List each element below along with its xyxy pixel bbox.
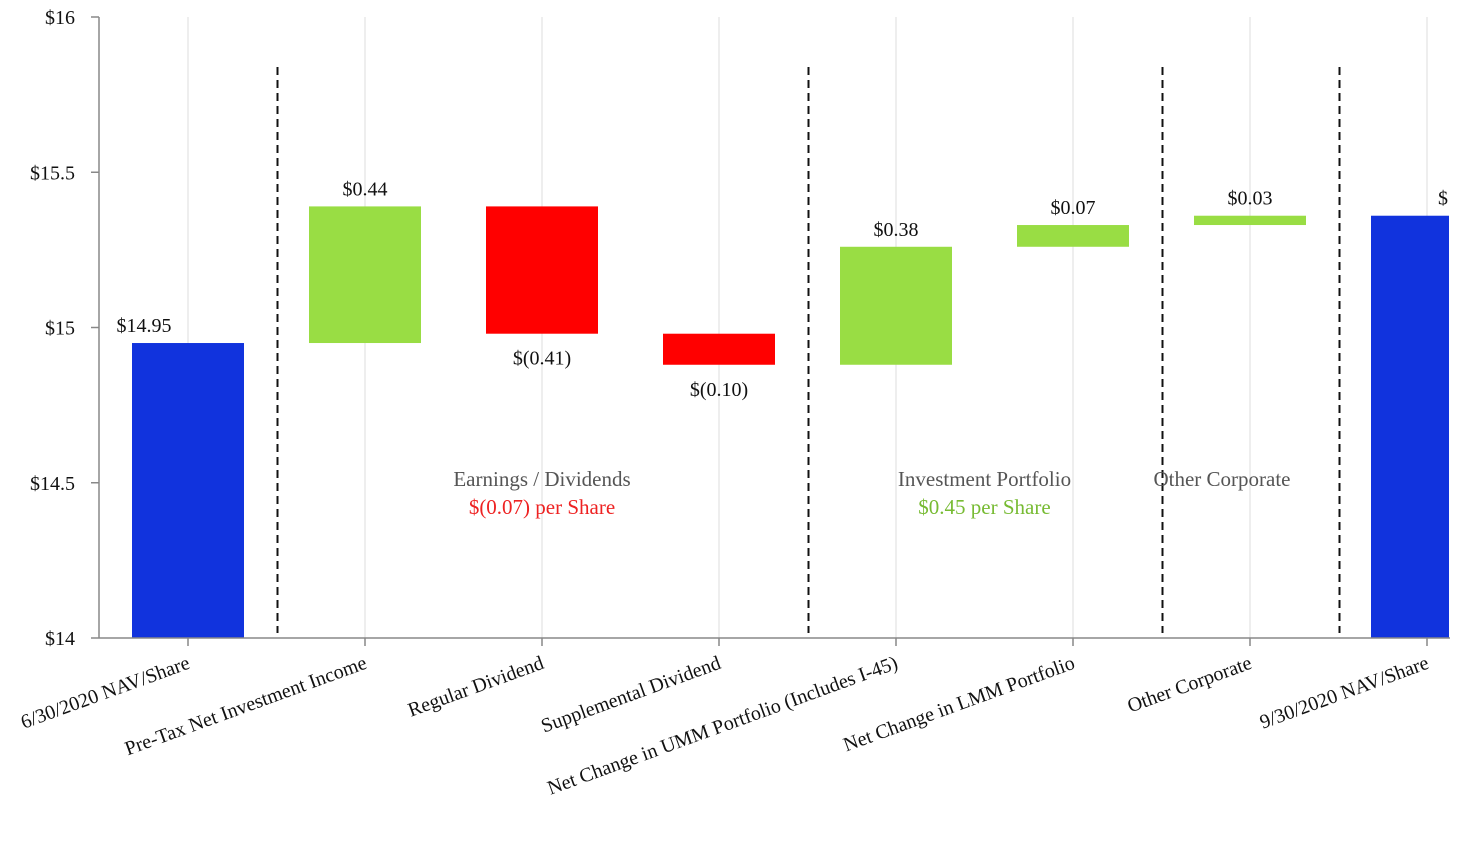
group-title: Investment Portfolio xyxy=(898,467,1071,491)
bars xyxy=(132,206,1449,638)
group-subtitle: $(0.07) per Share xyxy=(469,495,615,519)
group-separators xyxy=(276,67,1341,633)
group-annotations: Earnings / Dividends $(0.07) per Share Inv… xyxy=(453,467,1290,519)
x-tick-label: 9/30/2020 NAV/Share xyxy=(1257,652,1432,734)
bar-decrease xyxy=(486,206,598,334)
data-label: $0.38 xyxy=(874,219,919,241)
data-label: $ xyxy=(1438,188,1448,210)
bar-decrease xyxy=(663,333,775,365)
data-label: $(0.10) xyxy=(690,379,748,401)
group-title: Other Corporate xyxy=(1153,467,1290,491)
group-subtitle: $0.45 per Share xyxy=(918,495,1050,519)
bar-increase xyxy=(1017,225,1129,247)
data-label: $(0.41) xyxy=(513,348,571,370)
y-tick-label: $15.5 xyxy=(30,162,75,184)
bar-increase xyxy=(840,246,952,365)
data-label: $0.44 xyxy=(343,178,388,200)
x-tick-label: Net Change in UMM Portfolio (Includes I-… xyxy=(545,652,901,800)
bar-total xyxy=(132,343,244,638)
x-tick-label: 6/30/2020 NAV/Share xyxy=(18,652,193,734)
data-labels: $14.95 $0.44 $(0.41) $(0.10) $0.38 $0.07 $0.03… xyxy=(117,178,1449,400)
x-tick-label: Other Corporate xyxy=(1125,652,1255,717)
y-tick-label: $15 xyxy=(45,318,75,340)
data-label: $14.95 xyxy=(117,315,172,337)
y-tick-label: $14.5 xyxy=(30,473,75,495)
bar-total xyxy=(1371,215,1449,638)
y-tick-label: $14 xyxy=(45,628,75,650)
x-tick-label: Regular Dividend xyxy=(405,652,547,721)
data-label: $0.03 xyxy=(1228,188,1273,210)
group-title: Earnings / Dividends xyxy=(453,467,630,491)
bar-increase xyxy=(1194,215,1306,226)
y-tick-label: $16 xyxy=(45,7,75,29)
bar-increase xyxy=(309,206,421,344)
data-label: $0.07 xyxy=(1051,197,1096,219)
